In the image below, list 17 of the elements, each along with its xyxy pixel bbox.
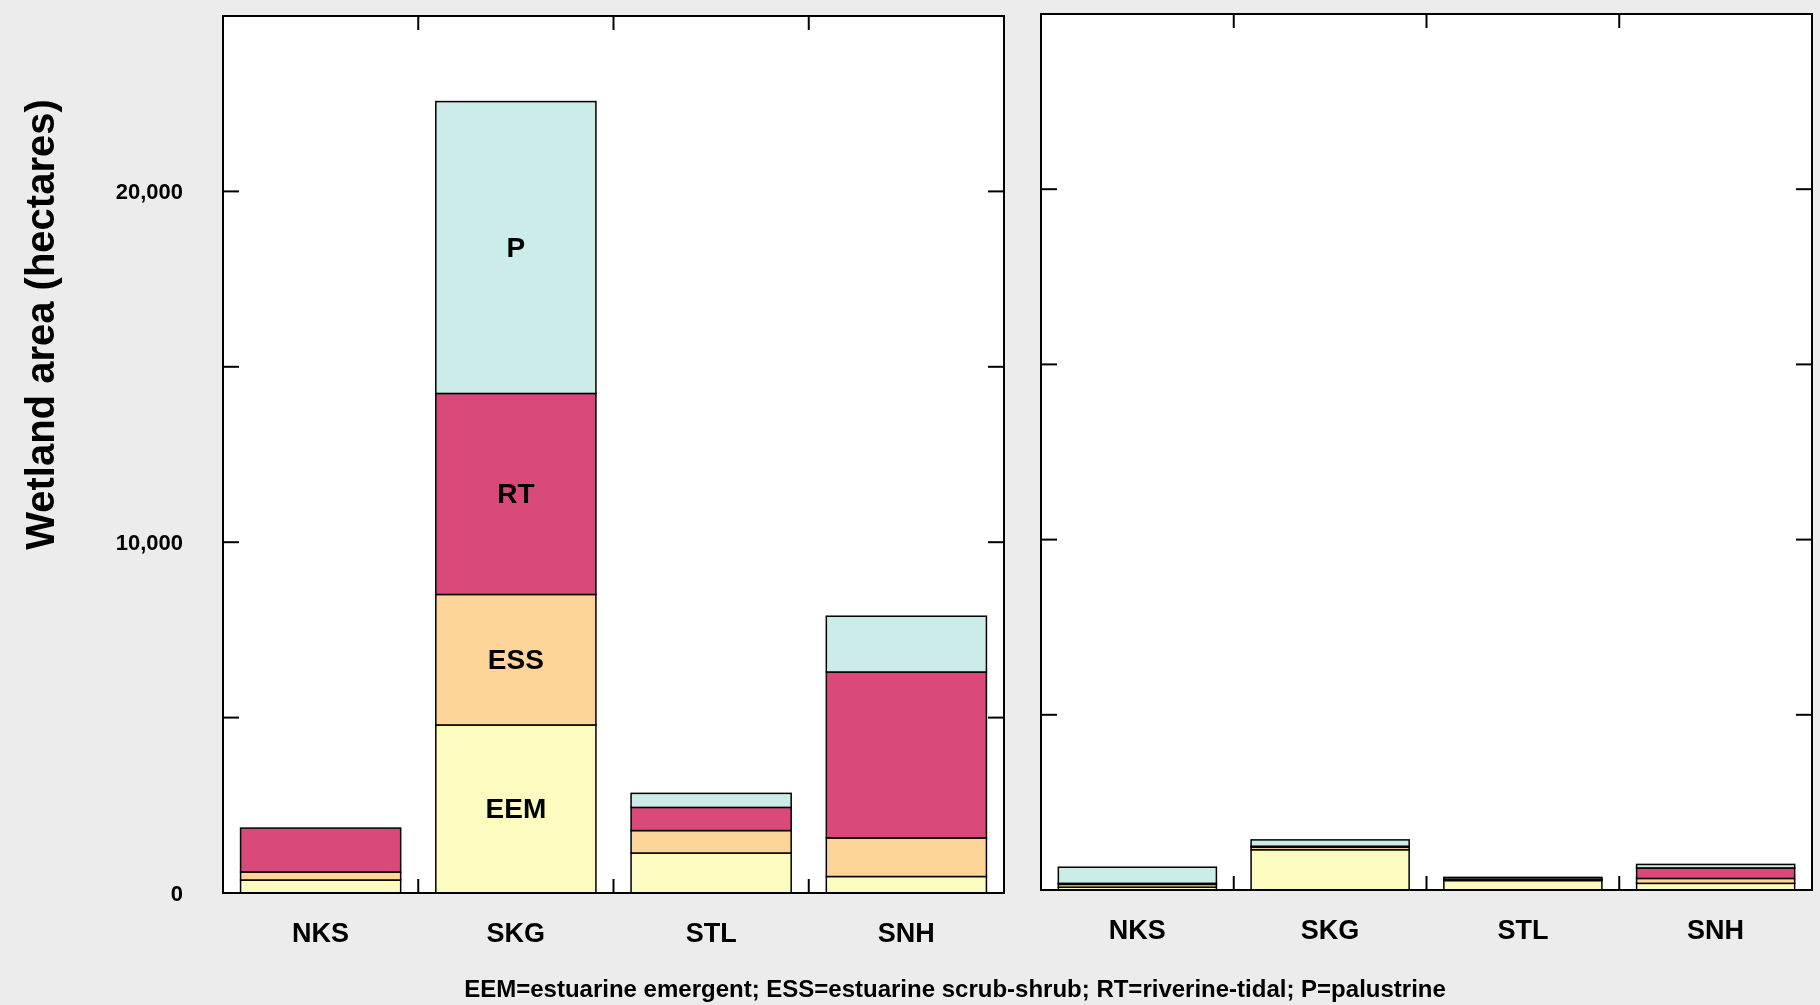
x-tick-label: SNH [877,918,935,948]
text: EEM=estuarine emergent; ESS=estuarine scrub-shrub; RT=riverine-tidal; P=palustrine [464,974,1446,1002]
x-tick-label: NKS [292,918,350,948]
x-tick-label: NKS [1108,915,1166,945]
x-tick-label: STL [685,918,737,948]
series-label: P [506,232,526,264]
x-tick-label: SKG [486,918,546,948]
x-tick-label: STL [1497,915,1549,945]
y-tick-label: 0 [170,880,183,906]
series-label: ESS [487,644,544,676]
x-tick-label: SNH [1687,915,1745,945]
x-tick-label: SKG [1300,915,1360,945]
y-axis-title: Wetland area (hectares) [18,99,62,550]
y-tick-label: 10,000 [115,529,183,555]
series-label: EEM [485,793,547,825]
series-label: RT [497,478,535,510]
y-tick-label: 20,000 [115,178,183,204]
